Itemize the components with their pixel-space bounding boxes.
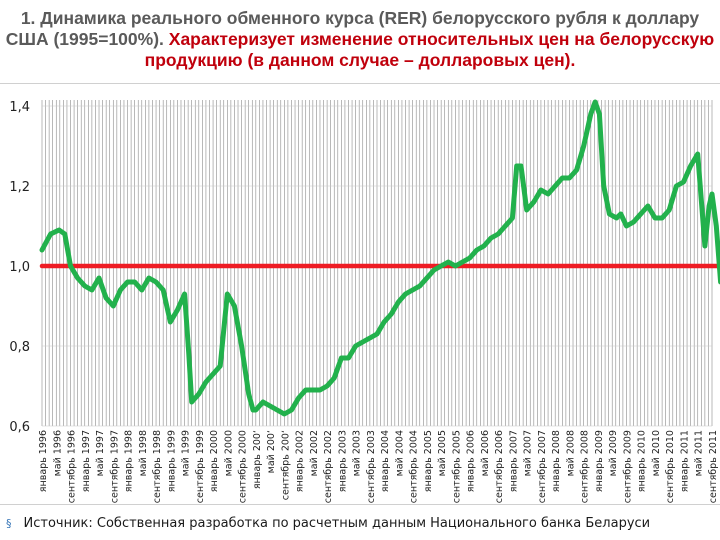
x-tick-label: январь 2010 — [637, 430, 648, 492]
x-tick-label: май 2010 — [651, 430, 662, 476]
x-tick-label: сентябрь 1998 — [152, 430, 163, 503]
chart-panel: 0,6 0,8 1,0 1,2 1,4 январь 1996 май 1996 сентя… — [0, 83, 720, 505]
x-tick-label: май 1997 — [95, 430, 106, 476]
source-text: Источник: Собственная разработка по расч… — [23, 516, 651, 531]
x-tick-label: май 2005 — [437, 430, 448, 476]
x-tick-label: май 1996 — [52, 430, 63, 476]
rer-line-chart: 0,6 0,8 1,0 1,2 1,4 январь 1996 май 1996 сентя… — [9, 99, 720, 503]
title-accent: Характеризует изменение относительных це… — [144, 29, 715, 70]
slide-title: 1. Динамика реального обменного курса (R… — [0, 8, 720, 71]
y-tick-label: 1,0 — [9, 260, 30, 275]
x-tick-label: май 2009 — [608, 430, 619, 476]
grid-layer — [41, 100, 713, 427]
x-tick-label: май 2004 — [394, 430, 405, 476]
x-tick-label: сентябрь 2010 — [665, 430, 676, 503]
x-tick-label: май 1999 — [181, 430, 192, 476]
x-tick-label: январь 2009 — [594, 430, 605, 492]
x-tick-label: май 200‘ — [266, 430, 277, 473]
x-tick-label: сентябрь 2002 — [323, 430, 334, 503]
x-tick-label: январь 2007 — [508, 430, 519, 492]
series-layer — [39, 99, 720, 417]
x-tick-label: сентябрь 2009 — [622, 430, 633, 503]
x-tick-label: сентябрь 2008 — [580, 430, 591, 503]
x-axis-tick-labels: январь 1996 май 1996 сентябрь 1996 январь 1… — [38, 430, 719, 503]
x-tick-label: май 2008 — [565, 430, 576, 476]
x-tick-label: январь 1996 — [38, 430, 49, 492]
x-tick-label: январь 2004 — [380, 430, 391, 492]
y-tick-label: 0,8 — [9, 340, 30, 355]
x-tick-label: май 2006 — [480, 430, 491, 476]
x-tick-label: май 2002 — [309, 430, 320, 476]
x-tick-label: сентябрь 1999 — [195, 430, 206, 503]
x-tick-label: январь 1997 — [81, 430, 92, 492]
y-tick-label: 1,2 — [9, 180, 30, 195]
x-tick-label: сентябрь 2006 — [494, 430, 505, 503]
y-axis-tick-labels: 0,6 0,8 1,0 1,2 1,4 — [9, 100, 30, 435]
x-tick-label: сентябрь 2000 — [238, 430, 249, 503]
x-tick-label: январь 2005 — [423, 430, 434, 492]
x-tick-label: май 2000 — [223, 430, 234, 476]
x-tick-label: сентябрь 1997 — [109, 430, 120, 503]
x-tick-label: май 1998 — [138, 430, 149, 476]
x-tick-label: январь 2002 — [295, 430, 306, 492]
y-tick-label: 0,6 — [9, 420, 30, 435]
x-tick-label: сентябрь 2007 — [537, 430, 548, 503]
x-tick-label: сентябрь 1996 — [67, 430, 78, 503]
y-tick-label: 1,4 — [9, 100, 30, 115]
rer-series-line — [39, 99, 720, 417]
x-tick-label: январь 2003 — [337, 430, 348, 492]
x-tick-label: сентябрь 2003 — [366, 430, 377, 503]
x-tick-label: январь 1999 — [166, 430, 177, 492]
source-note: § Источник: Собственная разработка по рас… — [6, 516, 650, 531]
x-tick-label: январь 1998 — [124, 430, 135, 492]
x-tick-label: сентябрь 2011 — [708, 430, 719, 503]
x-tick-label: январь 200‘ — [252, 430, 263, 489]
x-tick-label: январь 2006 — [466, 430, 477, 492]
x-tick-label: январь 2000 — [209, 430, 220, 492]
x-tick-label: май 2007 — [523, 430, 534, 476]
x-tick-label: январь 2011 — [679, 430, 690, 492]
x-tick-label: сентябрь 200‘ — [280, 430, 291, 500]
bullet-icon: § — [6, 517, 12, 530]
x-tick-label: январь 2008 — [551, 430, 562, 492]
x-tick-label: сентябрь 2004 — [409, 430, 420, 503]
x-tick-label: май 2011 — [694, 430, 705, 476]
title-main: 1. Динамика реального обменного курса (R… — [5, 8, 700, 49]
x-tick-label: сентябрь 2005 — [451, 430, 462, 503]
x-tick-label: май 2003 — [352, 430, 363, 476]
